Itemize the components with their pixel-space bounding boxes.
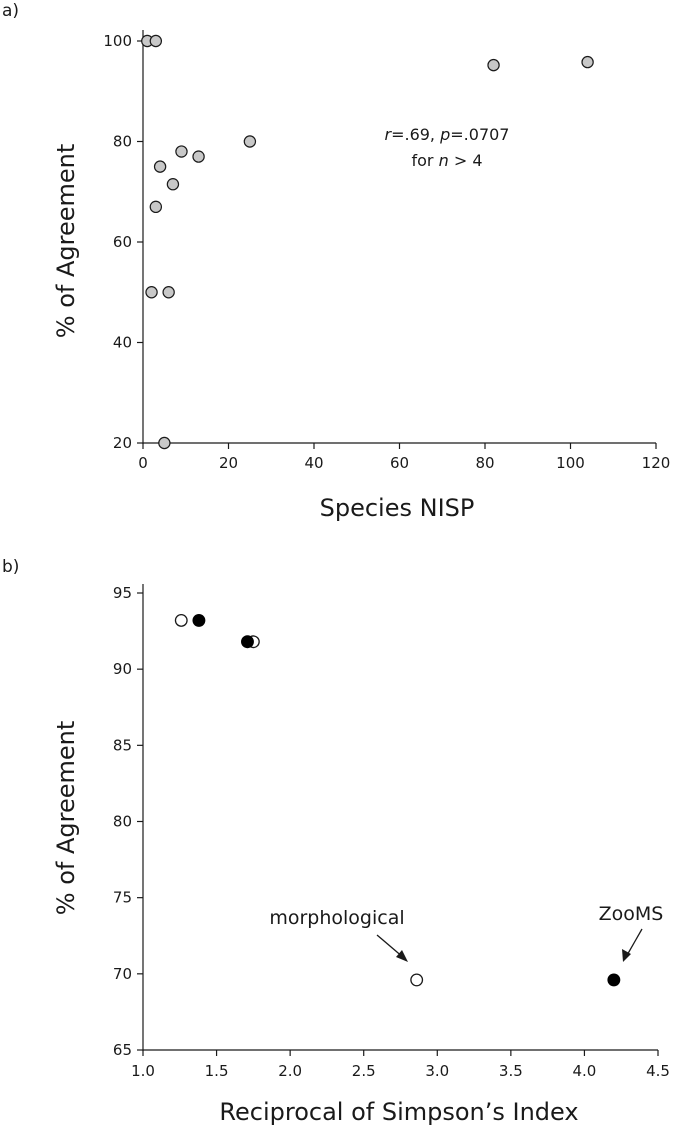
data-point [410, 973, 424, 987]
x-tick-label: 80 [475, 454, 494, 472]
data-point [149, 200, 163, 214]
data-point [607, 973, 621, 987]
panel-a-label: a) [2, 1, 19, 21]
y-tick-label: 95 [113, 584, 132, 602]
panel-a-y-axis-title: % of Agreement [52, 144, 80, 338]
y-tick-label: 80 [113, 133, 132, 151]
data-point [174, 613, 188, 627]
panel-b-y-axis-title: % of Agreement [52, 721, 80, 915]
n-symbol: n [439, 151, 449, 170]
data-point [153, 160, 167, 173]
panel-a-x-axis-title: Species NISP [320, 494, 475, 522]
x-tick-label: 120 [642, 454, 671, 472]
correlation-annotation-line1: r=.69, p=.0707 [385, 125, 510, 144]
y-tick-label: 70 [113, 965, 132, 983]
panel-b-x-ticks: 1.0 1.5 2.0 2.5 3.0 3.5 4.0 4.5 [131, 1050, 670, 1080]
x-tick-label: 2.0 [278, 1062, 302, 1080]
x-tick-label: 100 [556, 454, 585, 472]
x-tick-label: 0 [138, 454, 148, 472]
y-tick-label: 20 [113, 434, 132, 452]
data-point [175, 145, 188, 158]
panel-b-points [174, 613, 621, 987]
y-tick-label: 60 [113, 233, 132, 251]
panel-a-x-ticks: 0 20 40 60 80 100 120 [138, 443, 670, 472]
panel-a-points [141, 34, 594, 450]
x-tick-label: 60 [390, 454, 409, 472]
panel-b-y-ticks: 65 70 75 80 85 90 95 [113, 584, 143, 1059]
x-tick-label: 3.5 [499, 1062, 523, 1080]
y-tick-label: 65 [113, 1041, 132, 1059]
x-tick-label: 2.5 [352, 1062, 376, 1080]
x-tick-label: 1.5 [205, 1062, 229, 1080]
y-tick-label: 40 [113, 334, 132, 352]
zooms-callout: ZooMS [599, 903, 664, 925]
data-point [487, 58, 500, 72]
data-point [162, 286, 175, 299]
data-point [581, 55, 594, 69]
y-tick-label: 100 [103, 32, 132, 50]
zooms-arrow [622, 928, 643, 962]
morphological-arrow [376, 934, 408, 962]
p-symbol: p [439, 125, 450, 144]
r-value: =.69, [391, 125, 440, 144]
y-tick-label: 85 [113, 736, 132, 754]
data-point [243, 135, 257, 148]
p-value: =.0707 [450, 125, 509, 144]
x-tick-label: 1.0 [131, 1062, 155, 1080]
n-suffix: > 4 [449, 151, 483, 170]
data-point [192, 150, 205, 163]
morphological-callout: morphological [269, 907, 404, 929]
x-tick-label: 4.0 [572, 1062, 596, 1080]
panel-b: b) 65 70 75 80 85 90 95 1.0 1.5 2.0 2.5 3.0 3.5 4.0 4… [2, 557, 670, 1126]
x-tick-label: 20 [219, 454, 238, 472]
data-point [241, 635, 254, 649]
n-prefix: for [412, 151, 439, 170]
data-point [158, 436, 171, 450]
x-tick-label: 40 [304, 454, 323, 472]
data-point [166, 178, 180, 191]
data-point [145, 286, 158, 299]
y-tick-label: 75 [113, 889, 132, 907]
correlation-annotation-line2: for n > 4 [412, 151, 483, 170]
r-symbol: r [385, 125, 393, 144]
panel-a: a) 20 40 60 80 100 0 20 40 60 80 100 120 Species N… [2, 1, 670, 522]
panel-b-label: b) [2, 557, 19, 577]
panel-a-y-ticks: 20 40 60 80 100 [103, 32, 143, 452]
x-tick-label: 3.0 [425, 1062, 449, 1080]
data-point [192, 613, 206, 627]
panel-b-x-axis-title: Reciprocal of Simpson’s Index [219, 1098, 578, 1126]
data-point [149, 34, 163, 48]
x-tick-label: 4.5 [646, 1062, 670, 1080]
y-tick-label: 80 [113, 813, 132, 831]
y-tick-label: 90 [113, 660, 132, 678]
